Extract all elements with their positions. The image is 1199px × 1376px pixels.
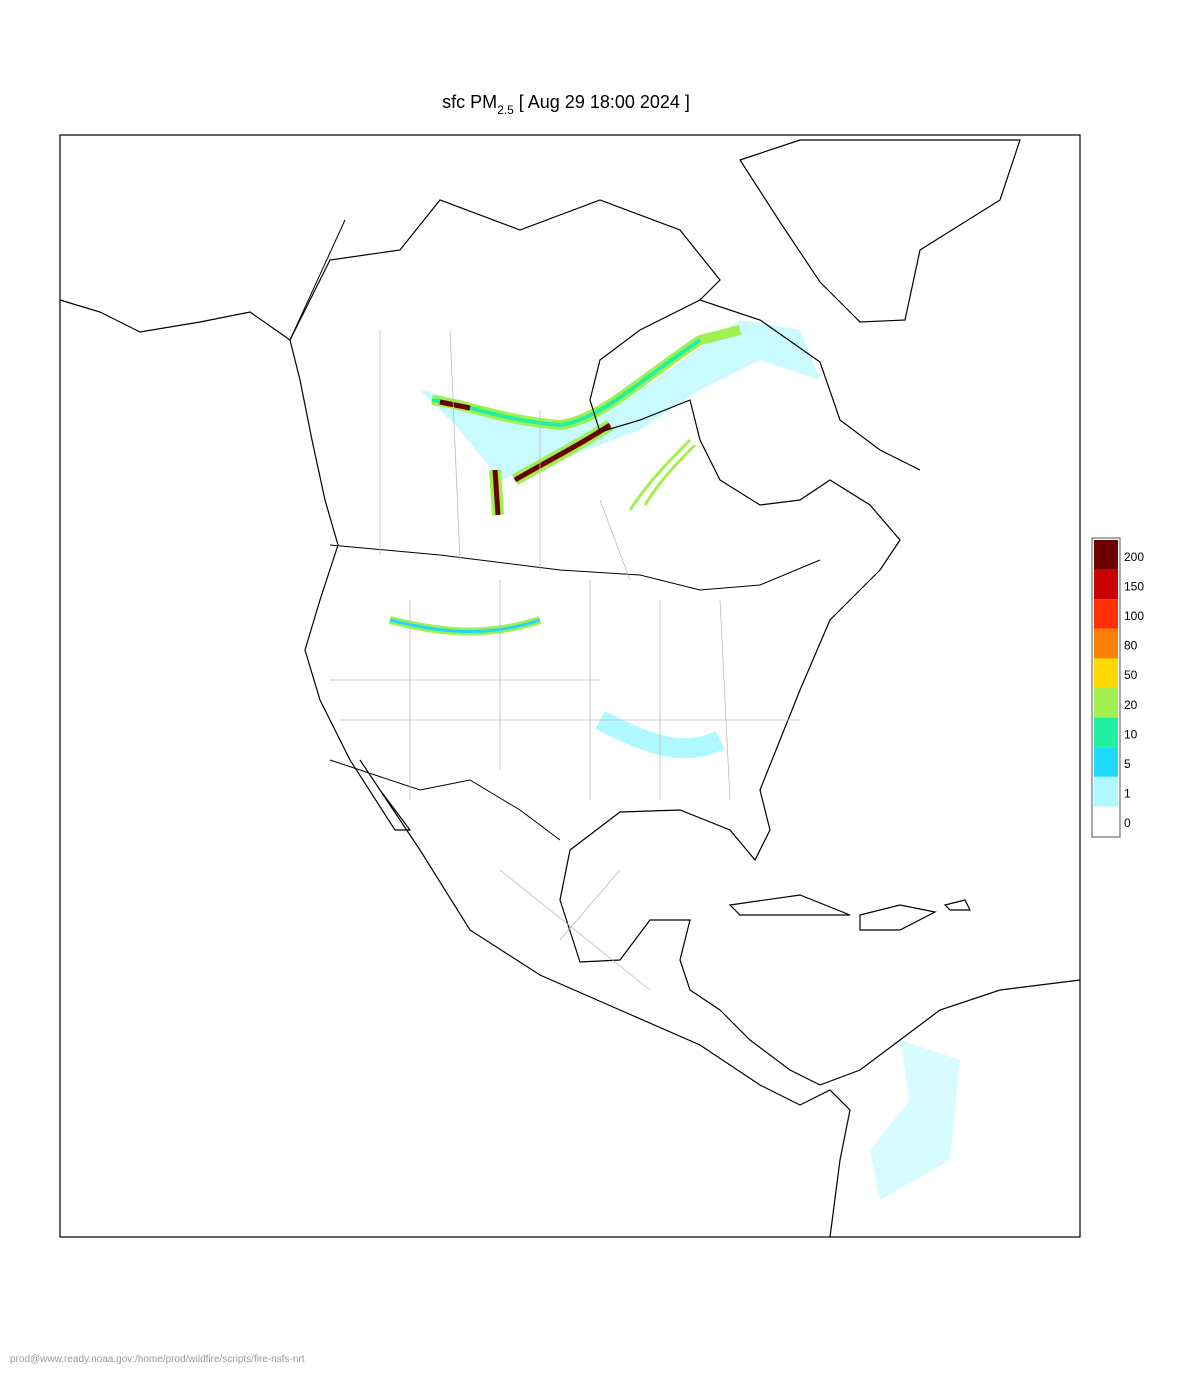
title-prefix: sfc PM [442,92,497,112]
legend-label: 20 [1124,698,1138,712]
legend-label: 80 [1124,639,1138,653]
legend-label: 0 [1124,816,1131,830]
legend-swatch [1094,628,1118,659]
legend-label: 100 [1124,609,1144,623]
legend-label: 150 [1124,579,1144,593]
legend-label: 200 [1124,550,1144,564]
legend-swatch [1094,776,1118,807]
legend-swatch [1094,540,1118,570]
title-subscript: 2.5 [497,103,514,117]
legend-label: 1 [1124,787,1131,801]
coastlines [59,139,1081,1238]
borders [289,219,821,991]
legend-swatch [1094,717,1118,748]
legend-swatch [1094,599,1118,629]
legend-label: 10 [1124,727,1138,741]
legend-swatch [1094,688,1118,718]
title-suffix: [ Aug 29 18:00 2024 ] [519,92,690,112]
footer-path: prod@www.ready.noaa.gov:/home/prod/wildf… [10,1354,305,1365]
legend-swatch [1094,747,1118,777]
legend-label: 5 [1124,757,1131,771]
legend-swatch [1094,806,1118,836]
legend-frame [1091,537,1121,838]
legend-label: 50 [1124,668,1138,682]
legend-swatch [1094,658,1118,688]
legend-swatch [1094,569,1118,600]
map [59,134,1081,1238]
map-title: sfc PM2.5 [ Aug 29 18:00 2024 ] [442,92,690,117]
